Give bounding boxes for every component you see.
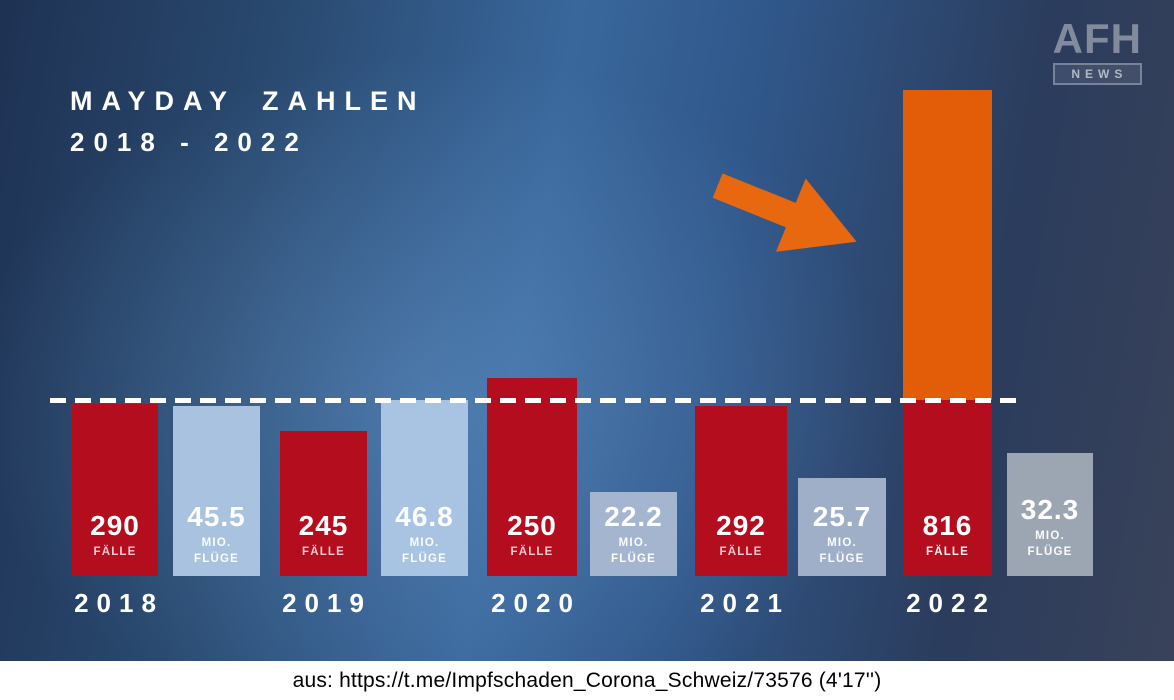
bar-unit-line: MIO.: [827, 536, 857, 549]
bar-faelle-2022-highlighted: 816 FÄLLE: [903, 90, 992, 576]
bar-value: 816: [922, 509, 973, 541]
bar-label: 25.7 MIO. FLÜGE: [798, 501, 886, 567]
bar-faelle-2020: 250 FÄLLE: [487, 378, 577, 576]
bar-value: 25.7: [812, 500, 872, 532]
caption-text: aus: https://t.me/Impfschaden_Corona_Sch…: [292, 668, 882, 692]
arrow-svg: [712, 173, 857, 252]
bar-fluege-2018: 45.5 MIO. FLÜGE: [173, 406, 260, 576]
bar-unit: FÄLLE: [695, 544, 787, 560]
year-label-2020: 2020: [491, 588, 581, 618]
bar-fluege-2020: 22.2 MIO. FLÜGE: [590, 492, 677, 576]
bar-unit-line: MIO.: [201, 536, 232, 549]
bar-fluege-2019: 46.8 MIO. FLÜGE: [381, 400, 468, 576]
bar-unit-line: FLÜGE: [402, 552, 447, 565]
year-label-2018: 2018: [74, 588, 164, 618]
bar-unit-line: MIO.: [1035, 529, 1065, 542]
chart-title: MAYDAY ZAHLEN: [70, 86, 426, 116]
bar-unit-line: FLÜGE: [819, 552, 865, 565]
year-label-2021: 2021: [700, 588, 790, 618]
bar-fluege-2022: 32.3 MIO. FLÜGE: [1007, 453, 1093, 576]
bar-unit-line: FÄLLE: [719, 545, 763, 558]
bar-label: 45.5 MIO. FLÜGE: [173, 501, 260, 567]
bar-unit-line: FLÜGE: [194, 552, 239, 565]
bar-label: 32.3 MIO. FLÜGE: [1007, 494, 1093, 560]
bar-value: 46.8: [395, 500, 454, 532]
bar-unit: MIO. FLÜGE: [590, 535, 677, 567]
bar-unit: FÄLLE: [487, 544, 577, 560]
bar-unit-line: MIO.: [409, 536, 440, 549]
bar-unit-line: FÄLLE: [301, 545, 346, 558]
chart-background: MAYDAY ZAHLEN 2018 - 2022 AFH NEWS 290 F…: [0, 0, 1174, 661]
bar-faelle-2021: 292 FÄLLE: [695, 406, 787, 576]
bar-unit: FÄLLE: [280, 544, 367, 560]
highlight-arrow-icon: [700, 143, 875, 285]
bar-label: 250 FÄLLE: [487, 510, 577, 560]
bar-label: 292 FÄLLE: [695, 510, 787, 560]
bar-unit: MIO. FLÜGE: [798, 535, 886, 567]
bar-faelle-2019: 245 FÄLLE: [280, 431, 367, 576]
bar-value: 245: [298, 509, 349, 541]
bar-2022-below-line-segment: 816 FÄLLE: [903, 400, 992, 576]
year-label-2022: 2022: [906, 588, 996, 618]
bar-unit: FÄLLE: [903, 544, 992, 560]
bar-fluege-2021: 25.7 MIO. FLÜGE: [798, 478, 886, 576]
chart-subtitle: 2018 - 2022: [70, 127, 308, 157]
bar-unit: MIO. FLÜGE: [173, 535, 260, 567]
bar-label: 245 FÄLLE: [280, 510, 367, 560]
bar-value: 45.5: [187, 500, 246, 532]
year-label-2019: 2019: [282, 588, 372, 618]
bar-faelle-2018: 290 FÄLLE: [72, 404, 158, 576]
bar-value: 22.2: [604, 500, 663, 532]
bar-unit-line: FÄLLE: [925, 545, 970, 558]
bar-unit: MIO. FLÜGE: [381, 535, 468, 567]
bar-unit-line: FLÜGE: [611, 552, 656, 565]
caption-bar: aus: https://t.me/Impfschaden_Corona_Sch…: [0, 661, 1174, 700]
bar-label: 816 FÄLLE: [903, 510, 992, 560]
bar-unit-line: FLÜGE: [1027, 545, 1073, 558]
bar-value: 250: [507, 509, 557, 541]
bar-2022-above-line-segment: [903, 90, 992, 400]
bar-value: 292: [716, 509, 766, 541]
logo-afh-text: AFH: [1052, 15, 1142, 62]
bar-unit: FÄLLE: [72, 544, 158, 560]
logo-news-badge: NEWS: [1052, 63, 1142, 85]
bar-label: 22.2 MIO. FLÜGE: [590, 501, 677, 567]
afh-news-logo: AFH NEWS: [1052, 15, 1142, 85]
chart-title-block: MAYDAY ZAHLEN 2018 - 2022: [70, 86, 426, 158]
bar-value: 290: [90, 509, 140, 541]
bar-unit: MIO. FLÜGE: [1007, 528, 1093, 560]
dashed-reference-line: [50, 398, 1024, 403]
bar-label: 290 FÄLLE: [72, 510, 158, 560]
bar-unit-line: MIO.: [618, 536, 649, 549]
bar-label: 46.8 MIO. FLÜGE: [381, 501, 468, 567]
bar-unit-line: FÄLLE: [93, 545, 137, 558]
bar-unit-line: FÄLLE: [510, 545, 554, 558]
bar-value: 32.3: [1020, 493, 1080, 525]
